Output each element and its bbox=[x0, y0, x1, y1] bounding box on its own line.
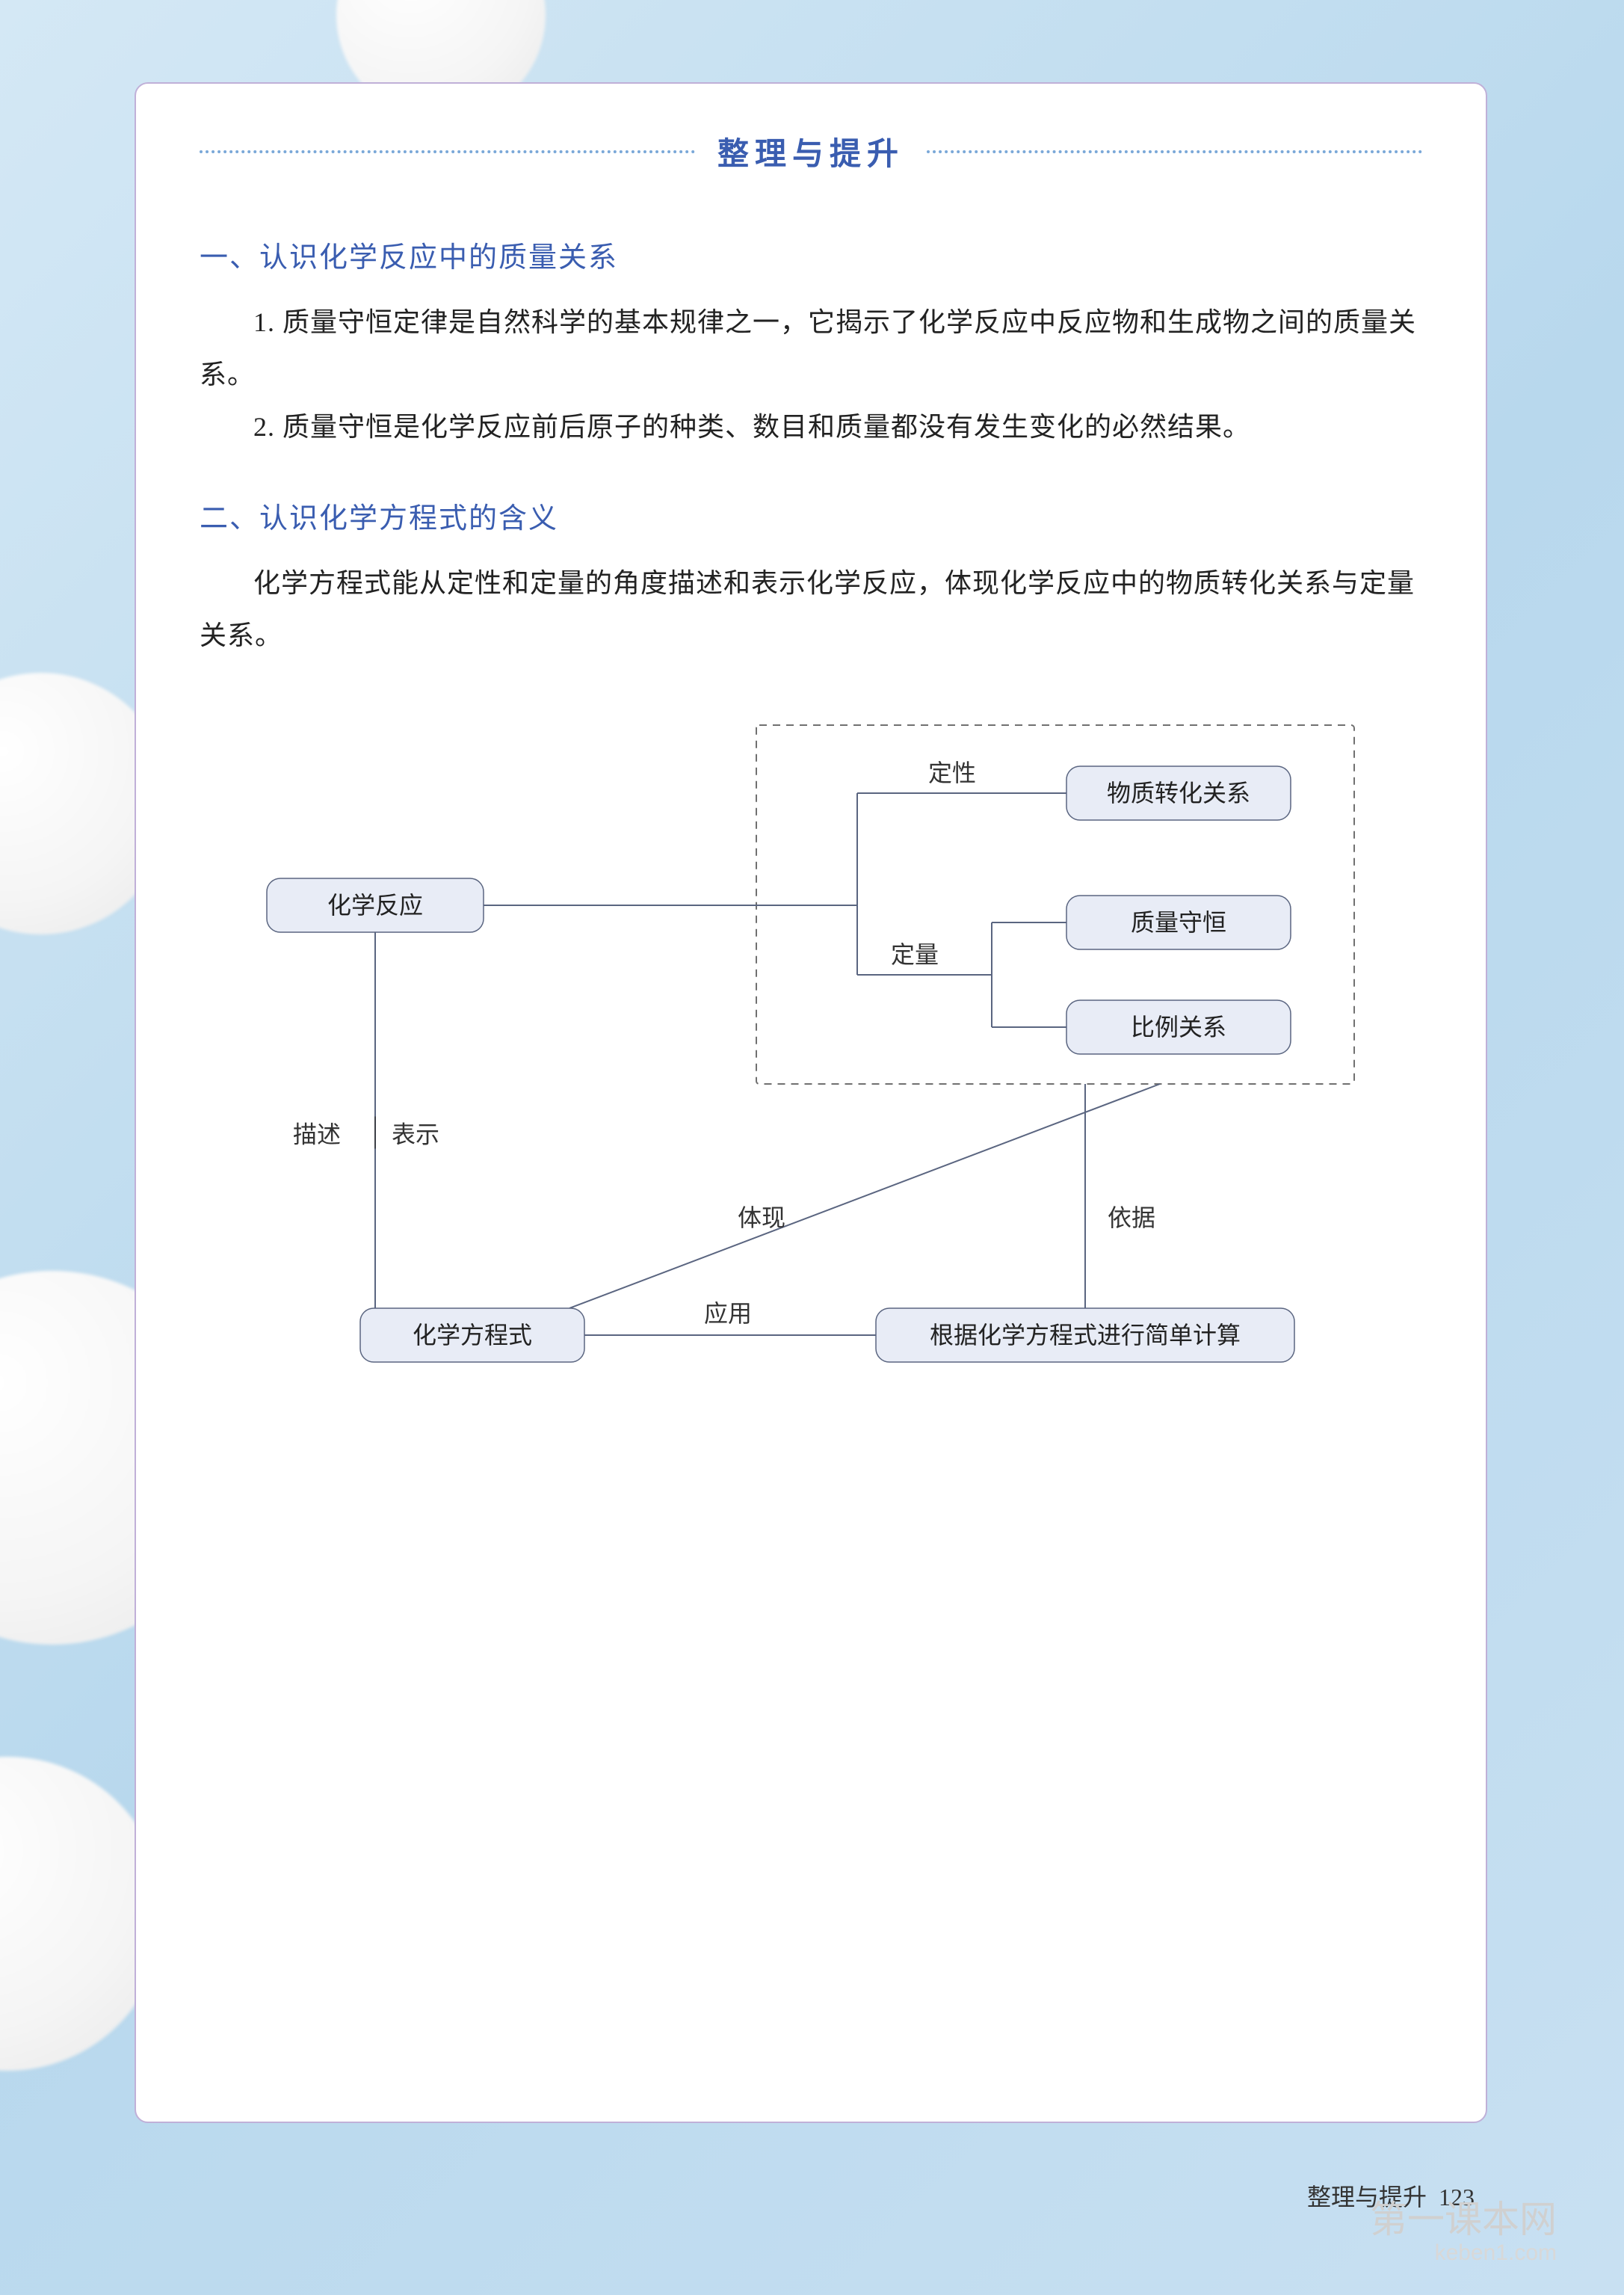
section2-body: 化学方程式能从定性和定量的角度描述和表示化学反应，体现化学反应中的物质转化关系与… bbox=[200, 557, 1422, 662]
svg-text:化学反应: 化学反应 bbox=[327, 892, 423, 919]
watermark: 第一课本网 keben1.com bbox=[1370, 2199, 1557, 2265]
svg-text:应用: 应用 bbox=[704, 1300, 752, 1327]
title-divider-right bbox=[927, 150, 1422, 153]
svg-text:质量守恒: 质量守恒 bbox=[1131, 909, 1226, 936]
svg-text:比例关系: 比例关系 bbox=[1131, 1014, 1226, 1041]
svg-text:依据: 依据 bbox=[1108, 1204, 1155, 1231]
svg-text:定量: 定量 bbox=[891, 941, 939, 968]
concept-diagram: 定性定量描述 表示体现 依据应用 化学反应 物质转化关系质量守恒比例关系化学方程式 根据化… bbox=[200, 703, 1422, 1435]
section1-p1: 1. 质量守恒定律是自然科学的基本规律之一，它揭示了化学反应中反应物和生成物之间… bbox=[200, 296, 1422, 401]
title-row: 整理与提升 bbox=[200, 129, 1422, 174]
section1-body: 1. 质量守恒定律是自然科学的基本规律之一，它揭示了化学反应中反应物和生成物之间… bbox=[200, 296, 1422, 454]
svg-text:物质转化关系: 物质转化关系 bbox=[1107, 780, 1250, 807]
svg-text:体现: 体现 bbox=[738, 1204, 785, 1231]
section1-p2: 2. 质量守恒是化学反应前后原子的种类、数目和质量都没有发生变化的必然结果。 bbox=[200, 401, 1422, 453]
watermark-main: 第一课本网 bbox=[1370, 2199, 1557, 2240]
svg-text:描述: 描述 bbox=[293, 1121, 341, 1148]
section2-p1: 化学方程式能从定性和定量的角度描述和表示化学反应，体现化学反应中的物质转化关系与… bbox=[200, 557, 1422, 662]
page-container: 整理与提升 一、认识化学反应中的质量关系 1. 质量守恒定律是自然科学的基本规律… bbox=[135, 82, 1487, 2123]
title-divider-left bbox=[200, 150, 695, 153]
svg-text:化学方程式: 化学方程式 bbox=[413, 1322, 532, 1349]
diagram-svg: 定性定量描述 表示体现 依据应用 化学反应 物质转化关系质量守恒比例关系化学方程式 根据化… bbox=[200, 703, 1425, 1435]
svg-text:表示: 表示 bbox=[392, 1121, 439, 1148]
svg-text:定性: 定性 bbox=[928, 760, 976, 786]
section2-heading: 二、认识化学方程式的含义 bbox=[200, 495, 1422, 536]
svg-text:根据化学方程式进行简单计算: 根据化学方程式进行简单计算 bbox=[930, 1322, 1241, 1349]
watermark-sub: keben1.com bbox=[1370, 2240, 1557, 2265]
page-title: 整理与提升 bbox=[695, 129, 927, 174]
section1-heading: 一、认识化学反应中的质量关系 bbox=[200, 234, 1422, 275]
